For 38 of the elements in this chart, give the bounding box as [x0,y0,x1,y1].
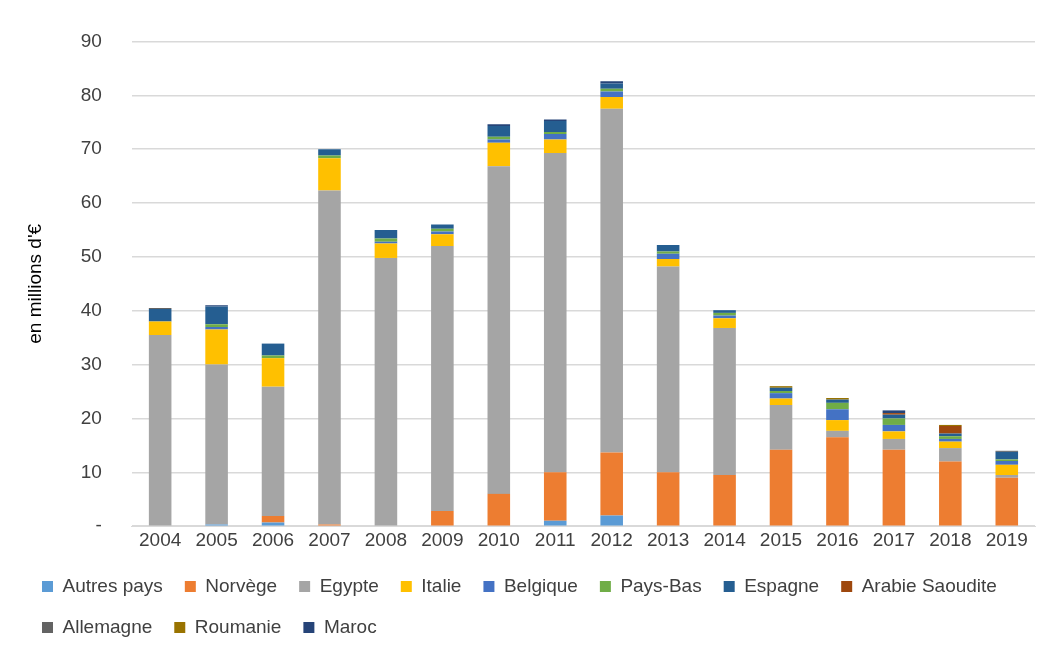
y-tick-label: 20 [80,406,102,428]
y-axis-title: en millions d'€ [23,223,45,344]
legend-label: Italie [421,574,462,596]
legend-label: Maroc [323,615,377,637]
y-tick-label: 10 [80,460,102,482]
legend-label: Pays-Bas [620,574,702,596]
x-tick-label: 2016 [816,528,859,550]
x-tick-label: 2018 [929,528,972,550]
x-tick-label: 2014 [703,528,747,550]
y-tick-label: 40 [80,298,102,320]
legend-label: Egypte [319,574,379,596]
x-tick-label: 2019 [985,528,1028,550]
y-tick-label: - [95,514,102,536]
x-tick-label: 2004 [139,528,182,550]
x-tick-label: 2010 [477,528,520,550]
x-tick-label: 2005 [195,528,238,550]
x-tick-label: 2013 [646,528,690,550]
legend-label: Belgique [503,574,578,596]
x-tick-label: 2006 [251,528,295,550]
x-tick-label: 2007 [308,528,351,550]
y-tick-label: 30 [80,352,102,374]
x-tick-label: 2009 [421,528,464,550]
legend-label: Autres pays [62,574,163,596]
legend-label: Arabie Saoudite [861,574,997,596]
x-tick-label: 2017 [872,528,916,550]
x-tick-label: 2011 [534,528,576,550]
legend-label: Roumanie [194,615,282,637]
legend-label: Allemagne [62,615,153,637]
x-tick-label: 2008 [364,528,408,550]
x-tick-label: 2012 [590,528,633,550]
x-tick-label: 2015 [759,528,803,550]
legend-label: Espagne [744,574,820,596]
legend-label: Norvège [205,574,278,596]
y-tick-label: 80 [80,83,102,105]
y-tick-label: 60 [80,191,102,213]
y-tick-label: 70 [80,137,102,159]
y-tick-label: 50 [80,245,102,267]
y-tick-label: 90 [80,29,102,51]
